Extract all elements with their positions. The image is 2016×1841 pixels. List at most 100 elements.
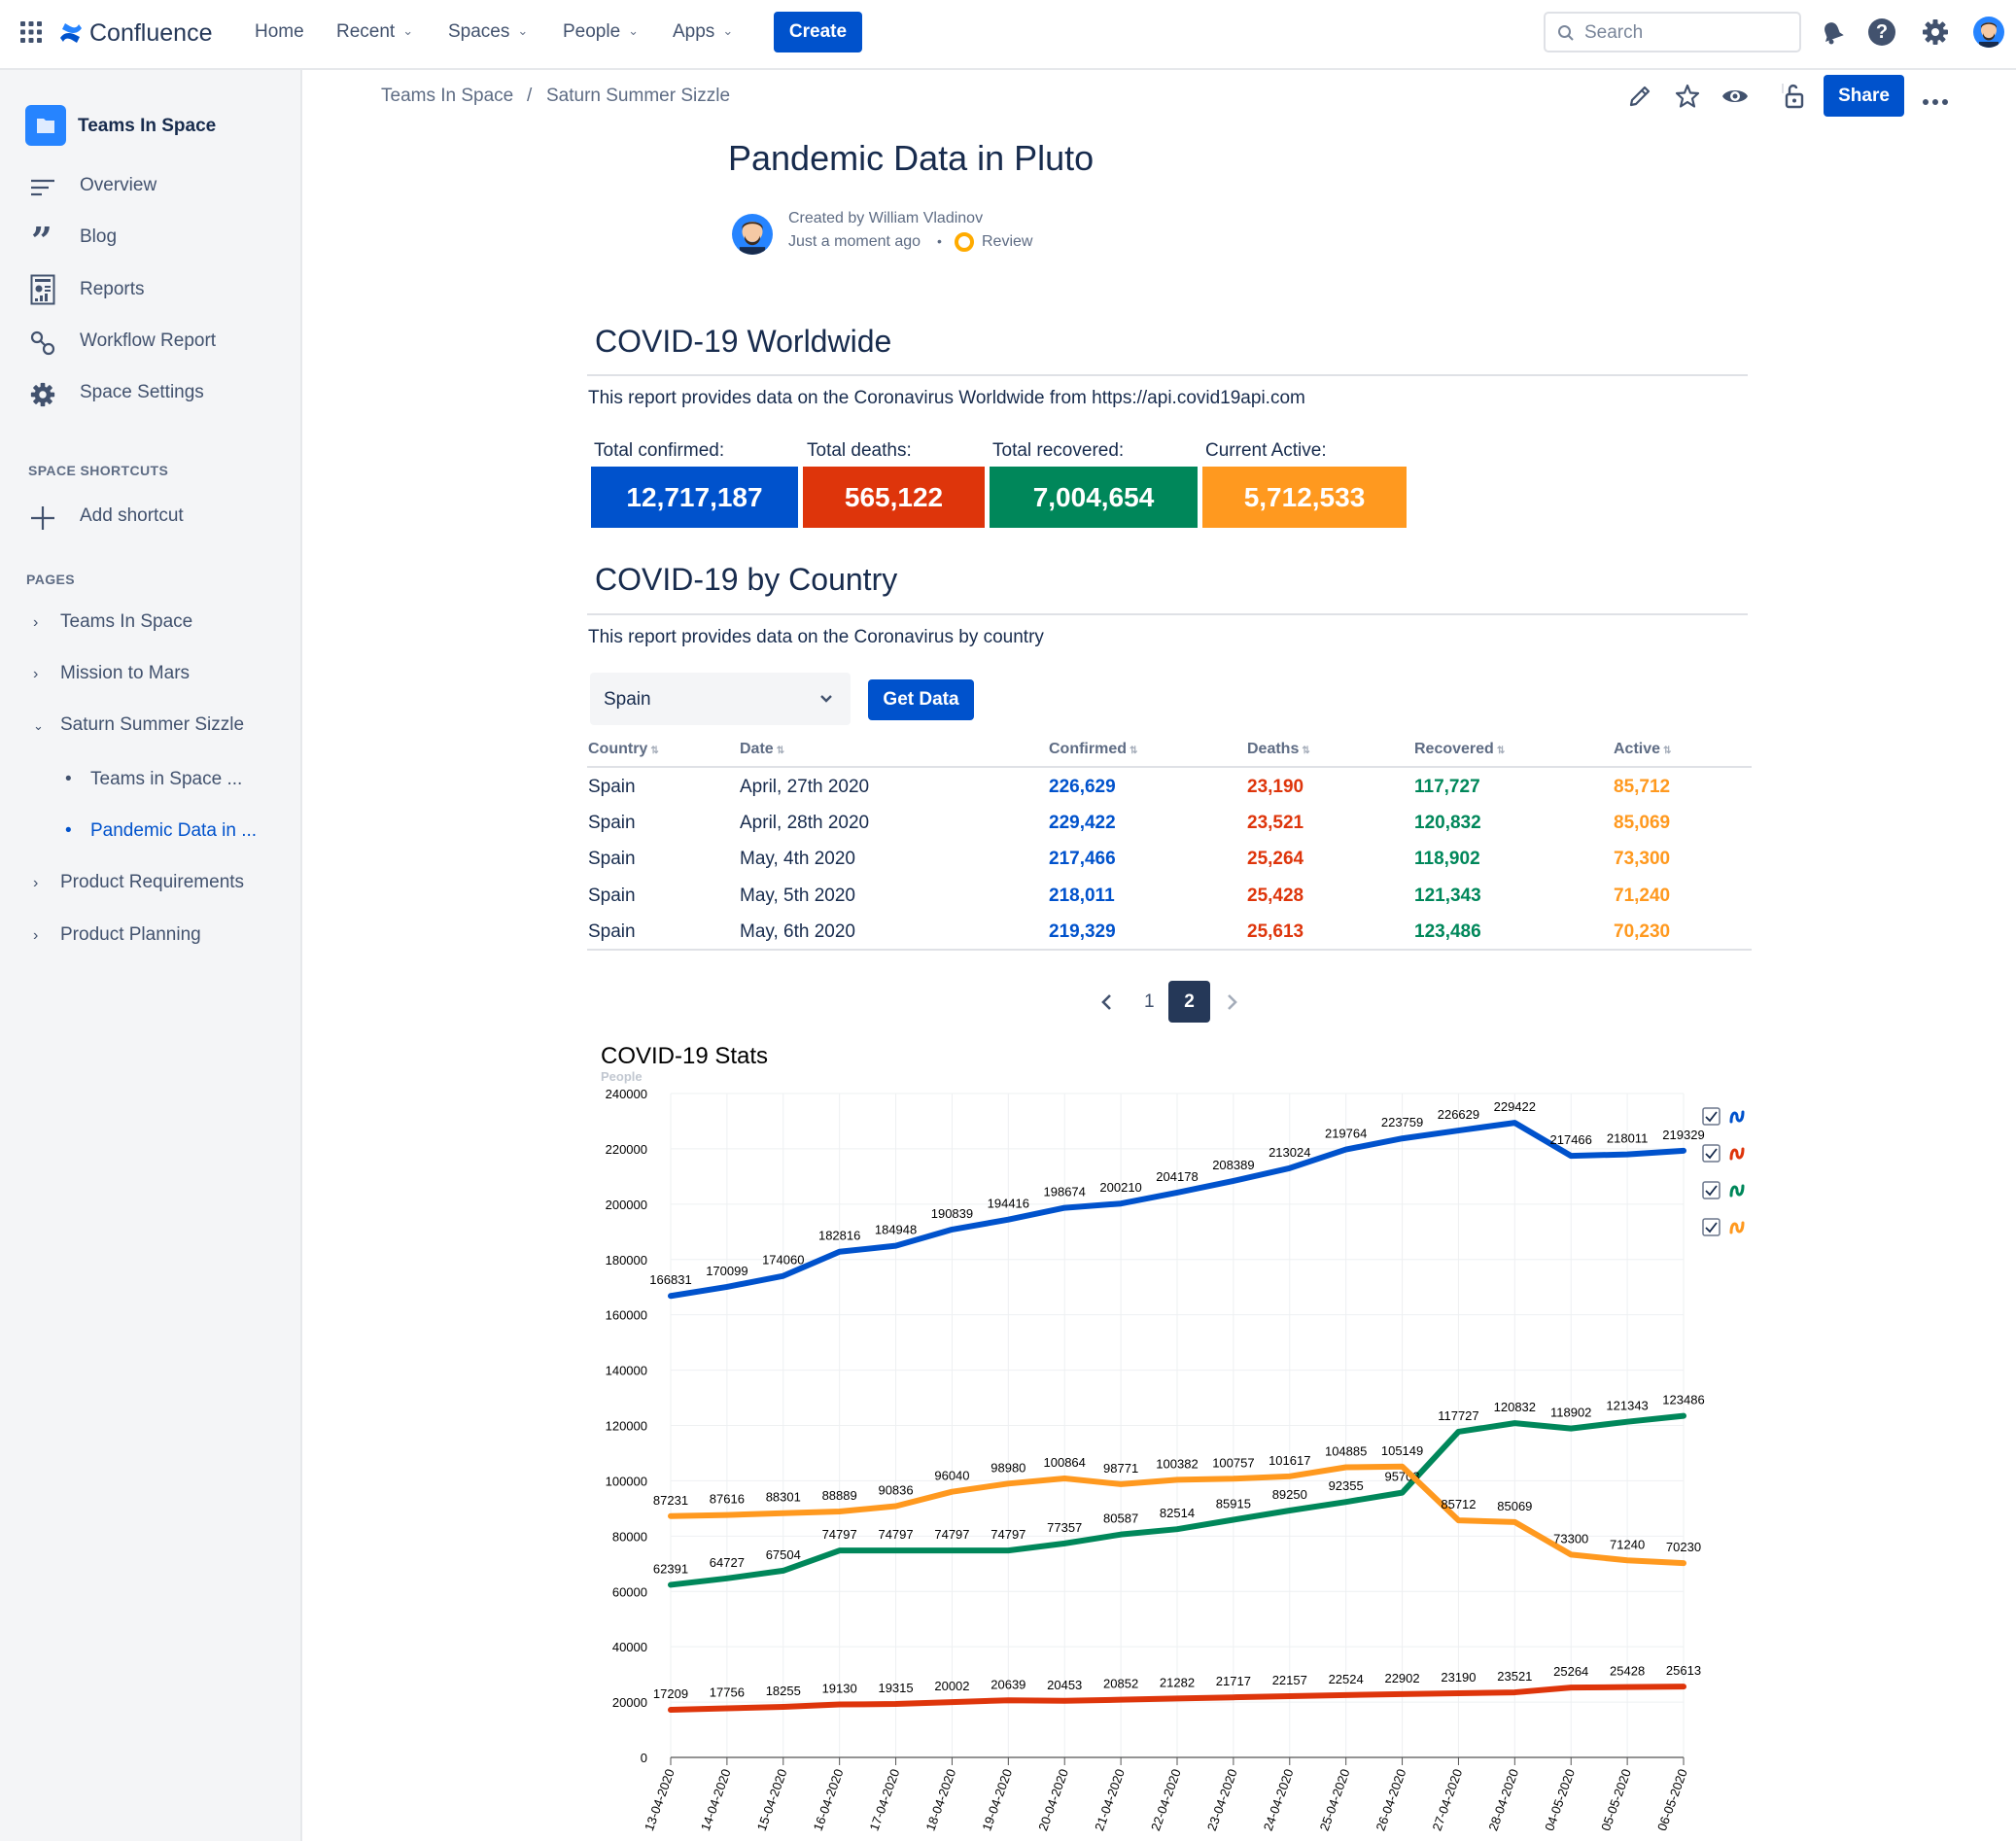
add-shortcut-button[interactable]: Add shortcut: [0, 505, 302, 533]
data-point: [1401, 1491, 1405, 1495]
data-point: [1119, 1482, 1123, 1486]
page-tree-item-product-requirements[interactable]: › Product Requirements: [33, 872, 244, 893]
share-button[interactable]: Share: [1824, 75, 1904, 117]
nav-spaces[interactable]: Spaces ⌄: [448, 21, 528, 43]
page-tree-label: Mission to Mars: [60, 663, 191, 683]
sidebar-item-space-settings[interactable]: Space Settings: [0, 382, 302, 409]
cell-deaths: 25,613: [1247, 921, 1304, 942]
app-switcher-icon[interactable]: [19, 20, 43, 44]
watch-icon[interactable]: [1721, 85, 1750, 113]
page-tree-item-teams-in-space-child[interactable]: • Teams in Space ...: [65, 769, 242, 790]
cell-date: May, 5th 2020: [740, 886, 856, 906]
nav-home[interactable]: Home: [255, 21, 304, 43]
cell-recovered: 117,727: [1414, 777, 1480, 797]
data-point: [1006, 1481, 1010, 1485]
cell-date: April, 28th 2020: [740, 813, 870, 833]
breadcrumb-item[interactable]: Teams In Space: [381, 86, 514, 106]
cell-active: 71,240: [1614, 886, 1671, 906]
data-point: [782, 1705, 785, 1709]
reports-icon: [30, 274, 55, 305]
column-header-country[interactable]: Country ⇅: [588, 741, 659, 758]
data-label: 88301: [766, 1490, 801, 1505]
create-button[interactable]: Create: [774, 12, 862, 52]
page-tree-item-pandemic-data[interactable]: • Pandemic Data in ...: [65, 820, 257, 842]
country-select[interactable]: Spain: [590, 673, 851, 725]
column-header-deaths[interactable]: Deaths ⇅: [1247, 741, 1310, 758]
page-link-1[interactable]: 1: [1144, 991, 1155, 1012]
bullet-icon: •: [65, 820, 72, 841]
more-actions-icon[interactable]: [1922, 93, 1949, 105]
x-tick-label: 25-04-2020: [1317, 1767, 1353, 1833]
data-point: [894, 1504, 898, 1508]
nav-apps[interactable]: Apps ⌄: [673, 21, 733, 43]
data-label: 74797: [878, 1527, 913, 1542]
breadcrumb-item[interactable]: Saturn Summer Sizzle: [546, 86, 731, 106]
page-title: Pandemic Data in Pluto: [728, 138, 1095, 178]
data-label: 98980: [991, 1460, 1025, 1475]
data-label: 190839: [931, 1206, 973, 1221]
edit-icon[interactable]: [1627, 84, 1652, 114]
restrictions-icon[interactable]: [1781, 82, 1806, 116]
x-tick-label: 20-04-2020: [1035, 1767, 1071, 1833]
x-tick-label: 15-04-2020: [754, 1767, 790, 1833]
data-label: 17756: [710, 1685, 745, 1699]
data-label: 90836: [878, 1482, 913, 1497]
review-status[interactable]: Review: [982, 233, 1033, 250]
legend-series-swatch: [1729, 1147, 1745, 1161]
sort-icon: ⇅: [1302, 746, 1310, 756]
space-name: Teams In Space: [78, 116, 217, 136]
column-header-date[interactable]: Date ⇅: [740, 741, 784, 758]
cell-deaths: 23,190: [1247, 777, 1304, 797]
user-avatar[interactable]: [1973, 17, 2004, 48]
data-label: 100382: [1156, 1456, 1198, 1471]
page-tree-item-teams-in-space[interactable]: › Teams In Space: [33, 611, 192, 633]
data-point: [950, 1490, 954, 1494]
column-header-confirmed[interactable]: Confirmed ⇅: [1049, 741, 1137, 758]
page-tree-item-product-planning[interactable]: › Product Planning: [33, 924, 201, 946]
search-input[interactable]: Search: [1544, 12, 1801, 52]
x-tick-label: 05-05-2020: [1598, 1767, 1634, 1833]
page-tree-label: Saturn Summer Sizzle: [60, 714, 245, 735]
data-point: [1119, 1201, 1123, 1205]
legend-checkbox: [1702, 1107, 1721, 1126]
column-header-label: Country: [588, 741, 648, 757]
chevron-right-icon[interactable]: [1225, 993, 1238, 1011]
column-header-recovered[interactable]: Recovered ⇅: [1414, 741, 1505, 758]
data-label: 213024: [1269, 1145, 1310, 1160]
cell-country: Spain: [588, 849, 636, 869]
x-tick-label: 22-04-2020: [1148, 1767, 1184, 1833]
data-label: 85069: [1497, 1499, 1532, 1513]
help-icon[interactable]: ?: [1868, 18, 1895, 46]
data-point: [725, 1577, 729, 1580]
sidebar-item-overview[interactable]: Overview: [0, 175, 302, 202]
y-tick-label: 180000: [606, 1253, 647, 1268]
page-link-2-current[interactable]: 2: [1168, 981, 1210, 1023]
data-label: 219764: [1325, 1127, 1367, 1141]
data-point: [1344, 1500, 1348, 1504]
sidebar-item-blog[interactable]: ” Blog: [0, 219, 302, 262]
column-header-label: Recovered: [1414, 741, 1494, 757]
sidebar-item-reports[interactable]: Reports: [0, 274, 302, 306]
nav-recent[interactable]: Recent ⌄: [336, 21, 413, 43]
notifications-icon[interactable]: [1820, 19, 1845, 50]
star-icon[interactable]: [1674, 83, 1701, 115]
chevron-down-icon: ⌄: [402, 23, 414, 38]
column-header-active[interactable]: Active ⇅: [1614, 741, 1671, 758]
chart-title: COVID-19 Stats: [601, 1043, 768, 1069]
confluence-logo[interactable]: Confluence: [58, 17, 212, 49]
author-avatar[interactable]: [732, 214, 773, 255]
sidebar-item-workflow-report[interactable]: Workflow Report: [0, 330, 302, 358]
page-tree-item-mission-to-mars[interactable]: › Mission to Mars: [33, 663, 190, 684]
sort-icon: ⇅: [1130, 746, 1138, 756]
nav-people[interactable]: People ⌄: [563, 21, 639, 43]
data-label: 22902: [1384, 1671, 1419, 1685]
page-tree-item-saturn-summer-sizzle[interactable]: ⌄ Saturn Summer Sizzle: [33, 714, 244, 736]
x-tick-label: 06-05-2020: [1654, 1767, 1690, 1833]
settings-icon[interactable]: [1921, 17, 1950, 52]
get-data-button[interactable]: Get Data: [868, 679, 974, 720]
page-byline[interactable]: Created by William Vladinov: [788, 210, 984, 226]
chevron-left-icon[interactable]: [1100, 993, 1114, 1011]
page-tree-label: Product Planning: [60, 924, 201, 945]
data-point: [1175, 1191, 1179, 1195]
space-header[interactable]: Teams In Space: [25, 105, 288, 146]
